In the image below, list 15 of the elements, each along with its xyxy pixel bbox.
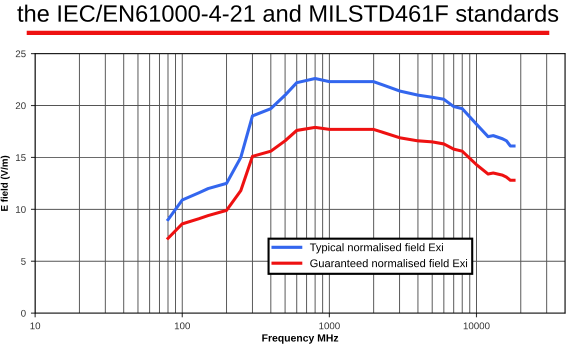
- x-tick-label: 10: [30, 322, 40, 330]
- chart-title: the IEC/EN61000-4-21 and MILSTD461F standards: [17, 4, 558, 22]
- y-tick-label: 5: [21, 258, 26, 265]
- legend-label: Guaranteed normalised field Exi: [310, 259, 468, 268]
- x-tick-label: 10000: [464, 322, 490, 330]
- y-tick-label: 10: [16, 206, 26, 213]
- y-tick-label: 15: [16, 154, 26, 162]
- y-tick-label: 0: [21, 310, 26, 317]
- x-axis-title: Frequency MHz: [262, 334, 338, 344]
- x-tick-label: 100: [174, 322, 190, 330]
- y-tick-label: 25: [16, 50, 26, 58]
- x-tick-label: 1000: [319, 322, 340, 330]
- y-axis-title: E field (V/m): [0, 156, 10, 211]
- legend-label: Typical normalised field Exi: [310, 243, 443, 254]
- y-tick-label: 20: [16, 102, 26, 110]
